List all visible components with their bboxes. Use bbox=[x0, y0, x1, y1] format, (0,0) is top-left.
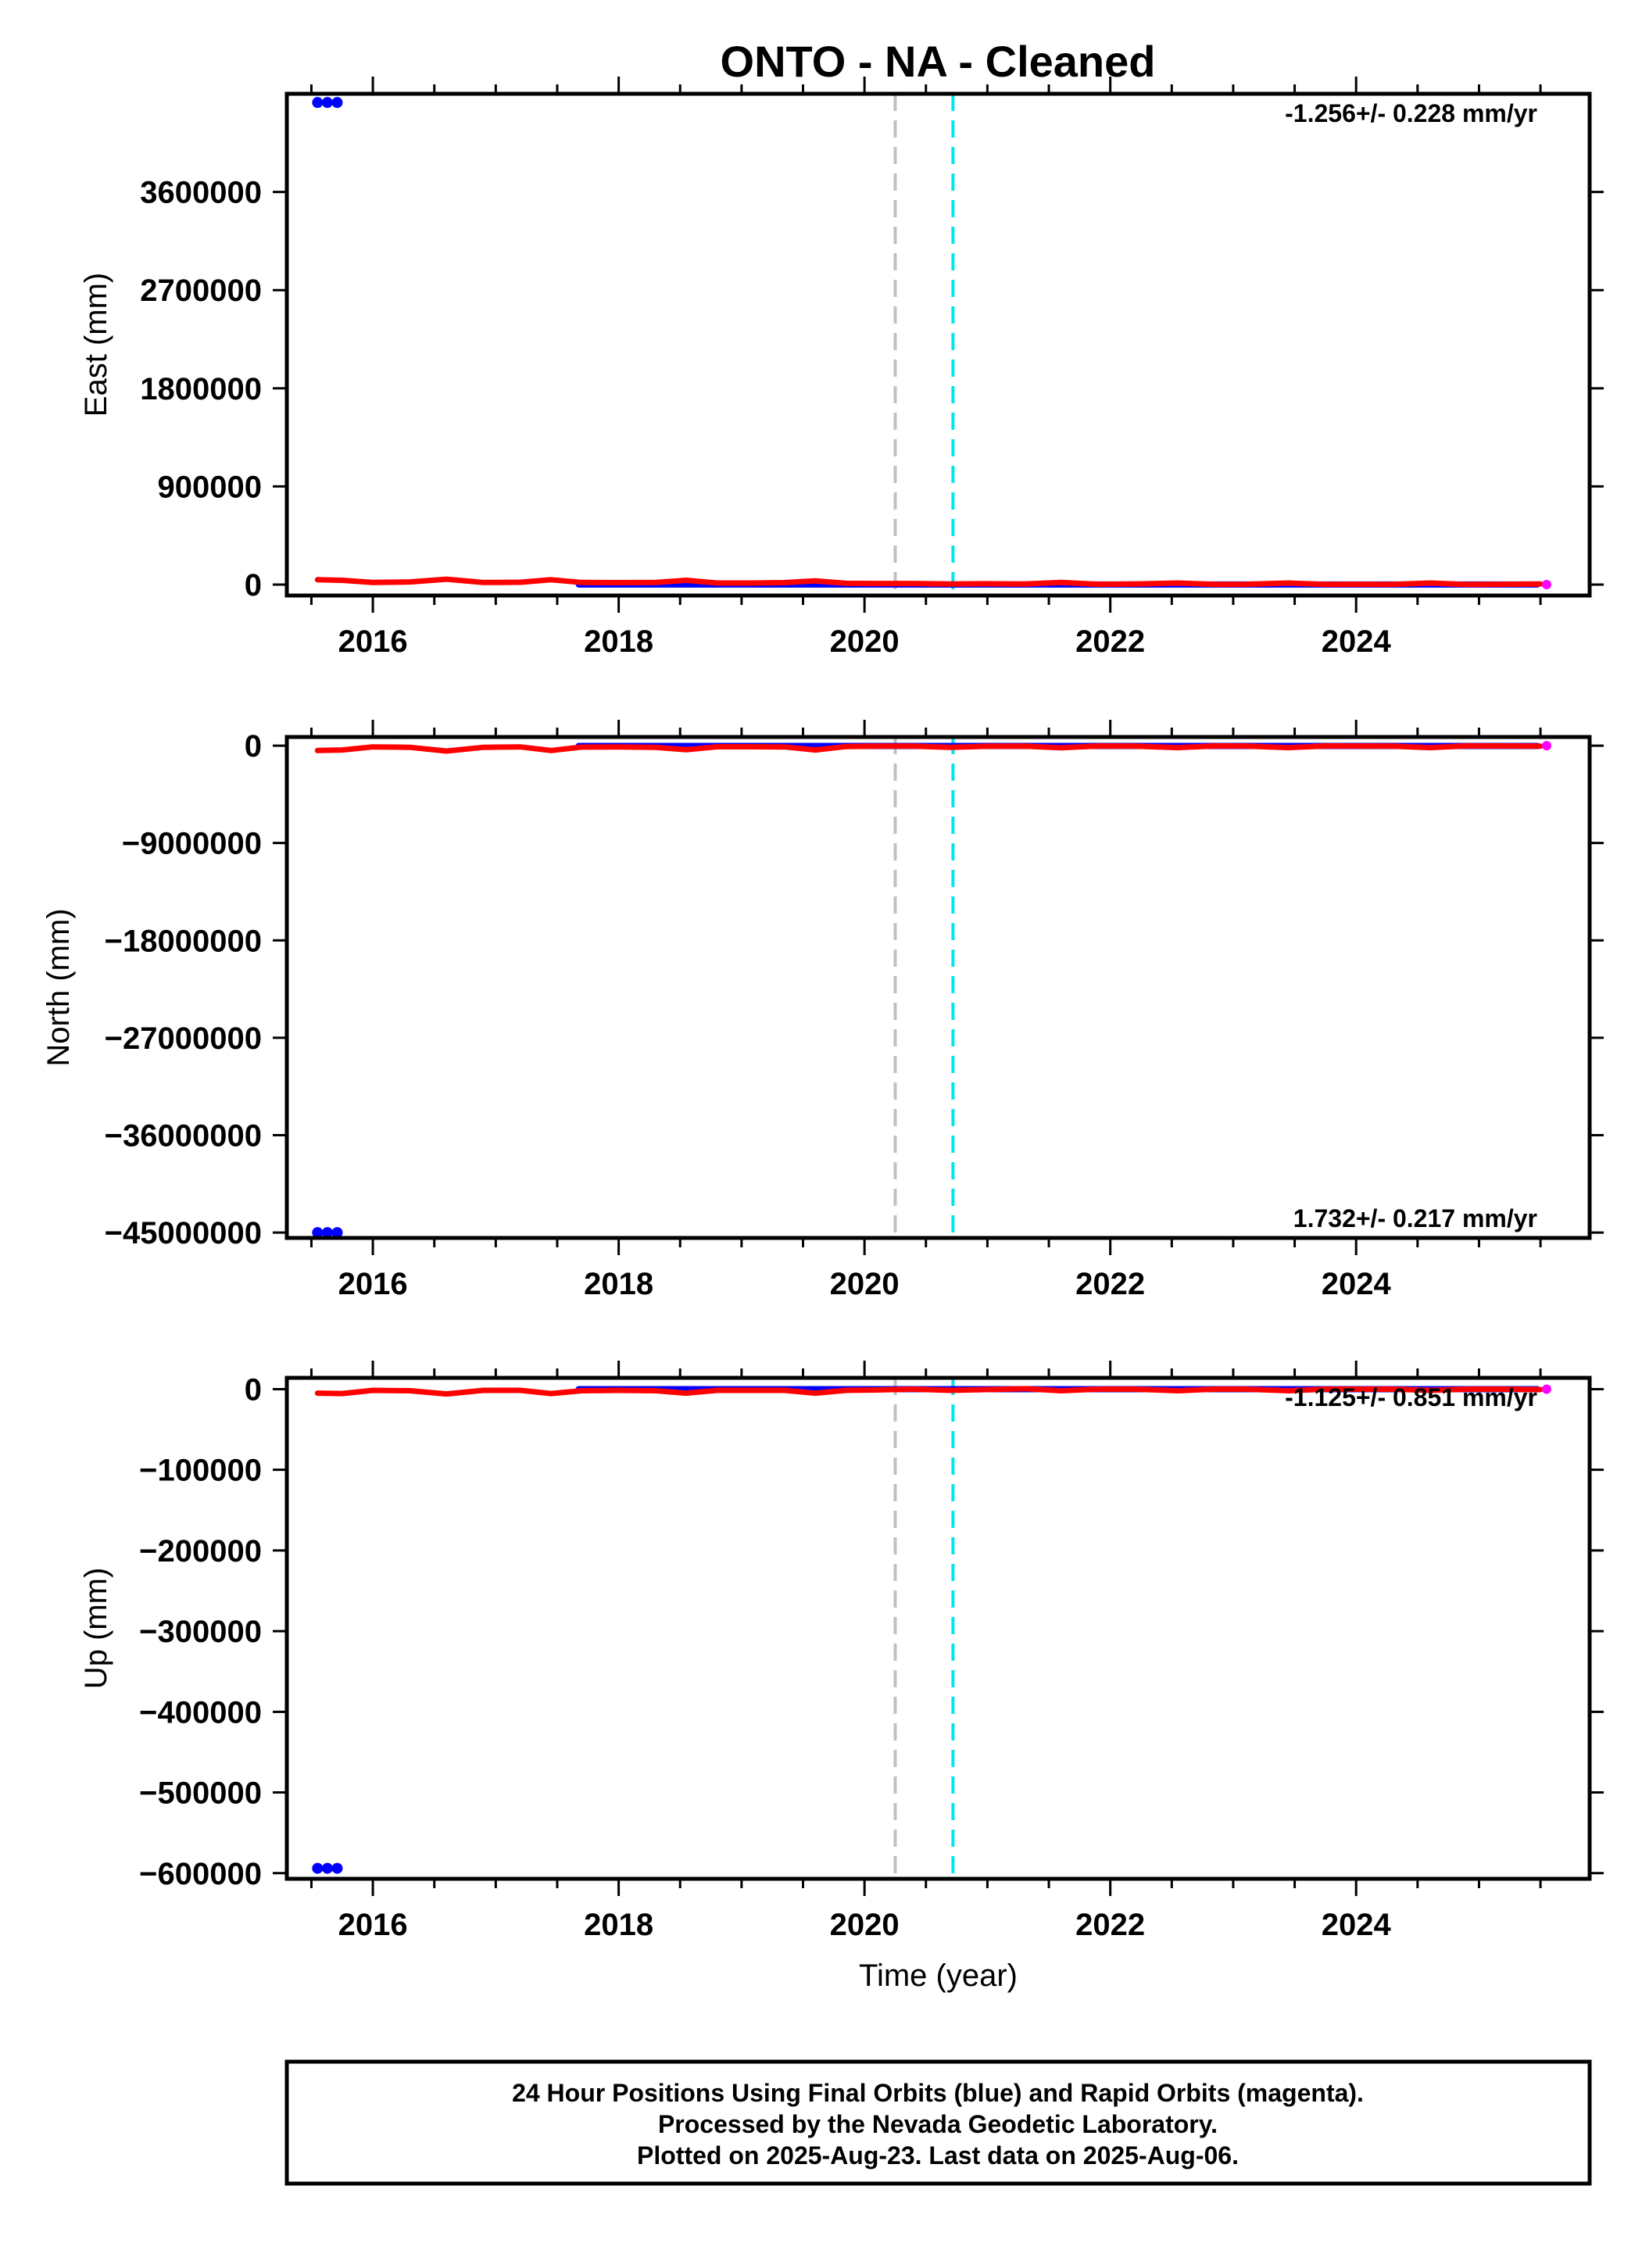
x-tick-label: 2022 bbox=[1075, 1267, 1145, 1301]
outlier-point bbox=[321, 1227, 333, 1238]
x-tick-label: 2018 bbox=[584, 1267, 653, 1301]
outlier-point bbox=[331, 97, 343, 109]
footer-line-3: Plotted on 2025-Aug-23. Last data on 202… bbox=[637, 2141, 1239, 2170]
panel-frame bbox=[284, 1375, 1592, 1881]
y-axis-label: East (mm) bbox=[79, 273, 113, 417]
y-tick-label: −400000 bbox=[139, 1695, 262, 1730]
x-tick-label: 2024 bbox=[1322, 624, 1392, 659]
rapid-orbit-point bbox=[1541, 741, 1551, 751]
x-tick-label: 2020 bbox=[830, 1267, 900, 1301]
outlier-point bbox=[312, 1862, 324, 1874]
y-tick-label: 2700000 bbox=[140, 274, 262, 308]
panel-3: 2016 2018 2020 2022 2024 0 −100000 −200000 −3000… bbox=[79, 1361, 1604, 1942]
outlier-point bbox=[321, 97, 333, 109]
x-tick-label: 2022 bbox=[1075, 1908, 1145, 1942]
outlier-point bbox=[312, 1227, 324, 1238]
footer-line-2: Processed by the Nevada Geodetic Laborat… bbox=[658, 2110, 1218, 2138]
rapid-orbit-point bbox=[1541, 1384, 1551, 1394]
outlier-point bbox=[321, 1862, 333, 1874]
y-tick-label: −200000 bbox=[139, 1534, 262, 1569]
panel-data bbox=[312, 1378, 1551, 1879]
panel-frame bbox=[284, 735, 1592, 1240]
y-tick-label: −18000000 bbox=[105, 924, 262, 958]
y-tick-label: −27000000 bbox=[105, 1021, 262, 1056]
rate-annotation: -1.256+/- 0.228 mm/yr bbox=[1285, 99, 1537, 127]
panel-frame bbox=[284, 91, 1592, 598]
x-tick-label: 2024 bbox=[1322, 1267, 1392, 1301]
outlier-point bbox=[331, 1227, 343, 1238]
y-tick-label: 0 bbox=[245, 729, 262, 764]
rate-annotation: -1.125+/- 0.851 mm/yr bbox=[1285, 1383, 1537, 1411]
model-curve bbox=[314, 1386, 1544, 1397]
outlier-point bbox=[312, 97, 324, 109]
panel-2: 2016 2018 2020 2022 2024 0 −9000000 −18000000 −2… bbox=[41, 720, 1604, 1301]
x-tick-label: 2016 bbox=[338, 624, 408, 659]
x-tick-label: 2016 bbox=[338, 1267, 408, 1301]
x-tick-label: 2024 bbox=[1322, 1908, 1392, 1942]
panel-data bbox=[312, 737, 1551, 1238]
panel-data bbox=[312, 94, 1551, 596]
x-tick-label: 2018 bbox=[584, 624, 653, 659]
y-tick-label: 0 bbox=[245, 568, 262, 603]
y-tick-label: 0 bbox=[245, 1372, 262, 1407]
rate-annotation: 1.732+/- 0.217 mm/yr bbox=[1293, 1204, 1537, 1232]
y-axis-label: Up (mm) bbox=[79, 1568, 113, 1690]
x-tick-label: 2022 bbox=[1075, 624, 1145, 659]
y-tick-label: −100000 bbox=[139, 1454, 262, 1488]
y-tick-label: −9000000 bbox=[122, 827, 262, 861]
y-tick-label: −36000000 bbox=[105, 1118, 262, 1153]
model-curve bbox=[314, 742, 1544, 754]
footer-box: 24 Hour Positions Using Final Orbits (bl… bbox=[284, 2059, 1592, 2186]
rapid-orbit-point bbox=[1541, 580, 1551, 590]
footer-frame bbox=[284, 2059, 1592, 2186]
x-tick-label: 2016 bbox=[338, 1908, 408, 1942]
x-tick-label: 2018 bbox=[584, 1908, 653, 1942]
x-tick-label: 2020 bbox=[830, 1908, 900, 1942]
outlier-point bbox=[331, 1862, 343, 1874]
model-curve bbox=[314, 576, 1544, 588]
chart-title: ONTO - NA - Cleaned bbox=[721, 37, 1156, 86]
footer-line-1: 24 Hour Positions Using Final Orbits (bl… bbox=[512, 2079, 1364, 2107]
y-tick-label: −500000 bbox=[139, 1776, 262, 1811]
x-tick-label: 2020 bbox=[830, 624, 900, 659]
y-tick-label: 900000 bbox=[158, 470, 262, 504]
panel-1: 2016 2018 2020 2022 2024 0 900000 1800000 270000… bbox=[79, 77, 1604, 659]
y-tick-label: −300000 bbox=[139, 1615, 262, 1649]
y-tick-label: −600000 bbox=[139, 1857, 262, 1891]
y-tick-label: 3600000 bbox=[140, 176, 262, 210]
x-axis-label: Time (year) bbox=[859, 1959, 1018, 1993]
y-tick-label: −45000000 bbox=[105, 1216, 262, 1250]
panels: 2016 2018 2020 2022 2024 0 900000 1800000 270000… bbox=[41, 77, 1604, 1993]
y-tick-label: 1800000 bbox=[140, 372, 262, 406]
y-axis-label: North (mm) bbox=[41, 908, 76, 1066]
